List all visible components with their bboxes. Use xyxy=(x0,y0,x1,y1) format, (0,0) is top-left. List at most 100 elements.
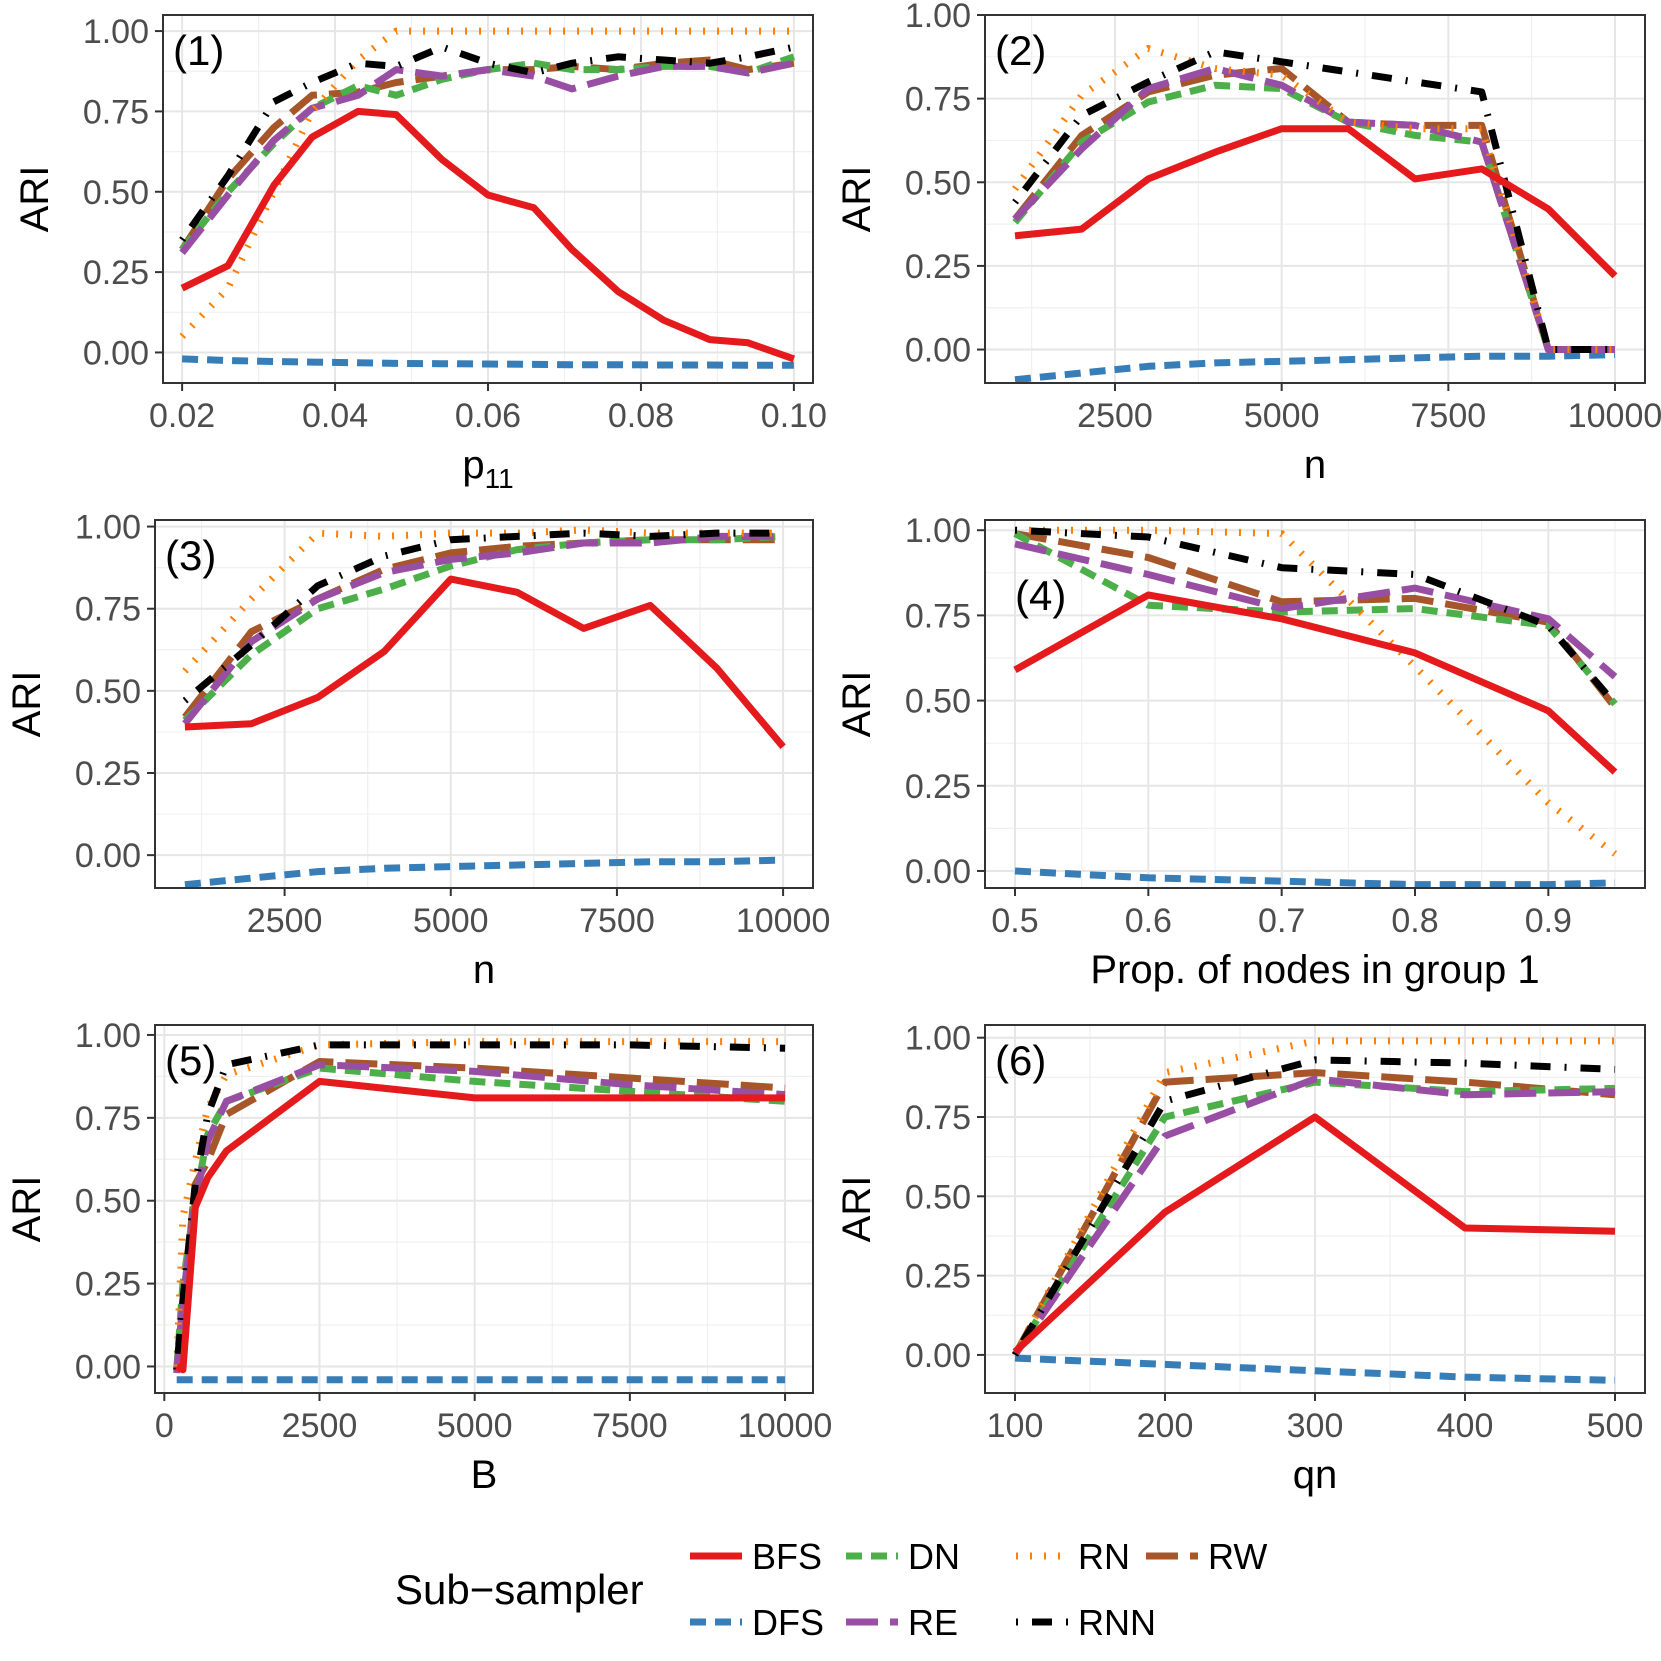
series-line-dfs xyxy=(1014,1354,1616,1384)
x-tick-label: 0.08 xyxy=(608,397,674,435)
x-tick-label: 400 xyxy=(1437,1407,1494,1445)
legend-label: RNN xyxy=(1078,1602,1156,1643)
legend-item-rn: RN xyxy=(1016,1536,1130,1577)
series-line-bfs xyxy=(175,1077,786,1374)
panel-border xyxy=(984,519,1646,889)
y-tick-label: 0.00 xyxy=(905,853,971,891)
y-tick-label: 1.00 xyxy=(905,0,971,35)
series-group xyxy=(173,1038,786,1384)
series-line-rn xyxy=(1011,1037,1615,1357)
series-group xyxy=(1011,1037,1616,1384)
series-line-re xyxy=(179,59,795,255)
legend-item-dfs: DFS xyxy=(690,1602,824,1643)
y-tick-label: 0.50 xyxy=(75,1183,141,1221)
x-tick-label: 0.5 xyxy=(991,902,1038,940)
series-line-rw xyxy=(1012,65,1615,353)
x-tick-label: 0.8 xyxy=(1391,902,1438,940)
panels: 0.02 0.04 0.06 0.08 0.100.000.250.500.751.00… xyxy=(5,0,1661,1497)
legend-item-dn: DN xyxy=(846,1536,960,1577)
x-tick-label: 10000 xyxy=(736,902,831,940)
y-tick-label: 1.00 xyxy=(83,13,149,51)
legend-entries: BFS DN RN RW DFS RE RNN xyxy=(690,1536,1267,1643)
series-line-bfs xyxy=(1012,1113,1616,1355)
y-tick-label: 0.75 xyxy=(905,81,971,119)
legend: Sub−sampler BFS DN RN RW DFS RE RNN xyxy=(395,1536,1267,1643)
legend-label: RN xyxy=(1078,1536,1130,1577)
y-tick-label: 0.75 xyxy=(75,1100,141,1138)
y-tick-label: 0.00 xyxy=(75,837,141,875)
y-tick-label: 0.50 xyxy=(905,164,971,202)
y-tick-label: 0.75 xyxy=(905,597,971,635)
x-tick-label: 0.06 xyxy=(455,397,521,435)
x-axis-title: B xyxy=(471,1453,498,1497)
x-tick-label: 10000 xyxy=(738,1407,833,1445)
series-line-re xyxy=(182,532,784,726)
x-tick-label: 500 xyxy=(1587,1407,1644,1445)
panel-border xyxy=(984,14,1646,384)
series-line-bfs xyxy=(1014,125,1618,279)
x-tick-label: 0 xyxy=(155,1407,174,1445)
y-tick-label: 0.00 xyxy=(905,1337,971,1375)
legend-label: DFS xyxy=(752,1602,824,1643)
legend-label: RW xyxy=(1208,1536,1267,1577)
x-tick-label: 7500 xyxy=(592,1407,668,1445)
x-tick-label: 5000 xyxy=(1244,397,1320,435)
y-tick-label: 0.75 xyxy=(83,93,149,131)
series-line-bfs xyxy=(1013,591,1618,775)
x-tick-label: 2500 xyxy=(1077,397,1153,435)
legend-label: DN xyxy=(908,1536,960,1577)
series-line-dfs xyxy=(1014,867,1616,888)
x-tick-label: 0.10 xyxy=(761,397,827,435)
panel-label: (5) xyxy=(165,1037,216,1084)
panel-label: (1) xyxy=(173,27,224,74)
panel-border xyxy=(154,519,814,889)
x-tick-label: 7500 xyxy=(579,902,655,940)
y-tick-label: 0.25 xyxy=(83,254,149,292)
y-tick-label: 0.25 xyxy=(905,1258,971,1296)
series-line-rw xyxy=(1014,530,1618,710)
series-line-dfs xyxy=(1014,351,1616,383)
y-tick-label: 0.00 xyxy=(83,334,149,372)
y-axis-title: ARI xyxy=(5,1176,49,1243)
series-group xyxy=(1012,45,1618,383)
y-tick-label: 0.50 xyxy=(75,673,141,711)
series-line-re xyxy=(1014,540,1618,680)
x-tick-label: 0.7 xyxy=(1258,902,1305,940)
series-line-dfs xyxy=(181,355,794,369)
panel-1: 0.02 0.04 0.06 0.08 0.10 0.00 0.25 0.50 0.75 1.00… xyxy=(13,13,827,494)
y-tick-label: 1.00 xyxy=(905,512,971,550)
x-tick-label: 2500 xyxy=(282,1407,358,1445)
x-tick-label: 7500 xyxy=(1411,397,1487,435)
x-axis-title: Prop. of nodes in group 1 xyxy=(1090,948,1539,992)
y-tick-label: 1.00 xyxy=(75,1017,141,1055)
x-tick-label: 0.9 xyxy=(1525,902,1572,940)
series-line-dn xyxy=(182,532,784,723)
series-line-dfs xyxy=(184,856,784,888)
x-axis-title: qn xyxy=(1293,1453,1338,1497)
legend-item-rnn: RNN xyxy=(1016,1602,1156,1643)
panel-label: (2) xyxy=(995,27,1046,74)
y-tick-label: 1.00 xyxy=(75,509,141,547)
y-tick-label: 0.75 xyxy=(75,591,141,629)
y-tick-label: 0.25 xyxy=(75,755,141,793)
y-tick-label: 0.25 xyxy=(75,1266,141,1304)
panel-label: (3) xyxy=(165,532,216,579)
x-tick-label: 0.04 xyxy=(302,397,368,435)
x-axis-title-subscript: 11 xyxy=(485,463,514,494)
series-line-rnn xyxy=(1011,1056,1616,1357)
x-tick-label: 300 xyxy=(1287,1407,1344,1445)
y-tick-label: 0.25 xyxy=(905,248,971,286)
y-tick-label: 0.50 xyxy=(905,683,971,721)
panel-label: (4) xyxy=(1015,572,1066,619)
y-tick-label: 0.00 xyxy=(905,332,971,370)
panel-5: 0 2500 5000 7500 10000 0.00 0.25 0.50 0.75 1.00 (5… xyxy=(5,1017,832,1497)
x-axis-title: n xyxy=(473,948,495,992)
panel-border xyxy=(162,14,814,384)
x-tick-label: 10000 xyxy=(1568,397,1661,435)
panel-6: 100 200 300 400 500 0.00 0.25 0.50 0.75 1.00 (6) AR… xyxy=(835,1020,1646,1497)
series-line-rw xyxy=(1011,1069,1616,1357)
legend-item-rw: RW xyxy=(1146,1536,1267,1577)
plot-background xyxy=(155,520,813,888)
series-line-rn xyxy=(1015,526,1618,857)
